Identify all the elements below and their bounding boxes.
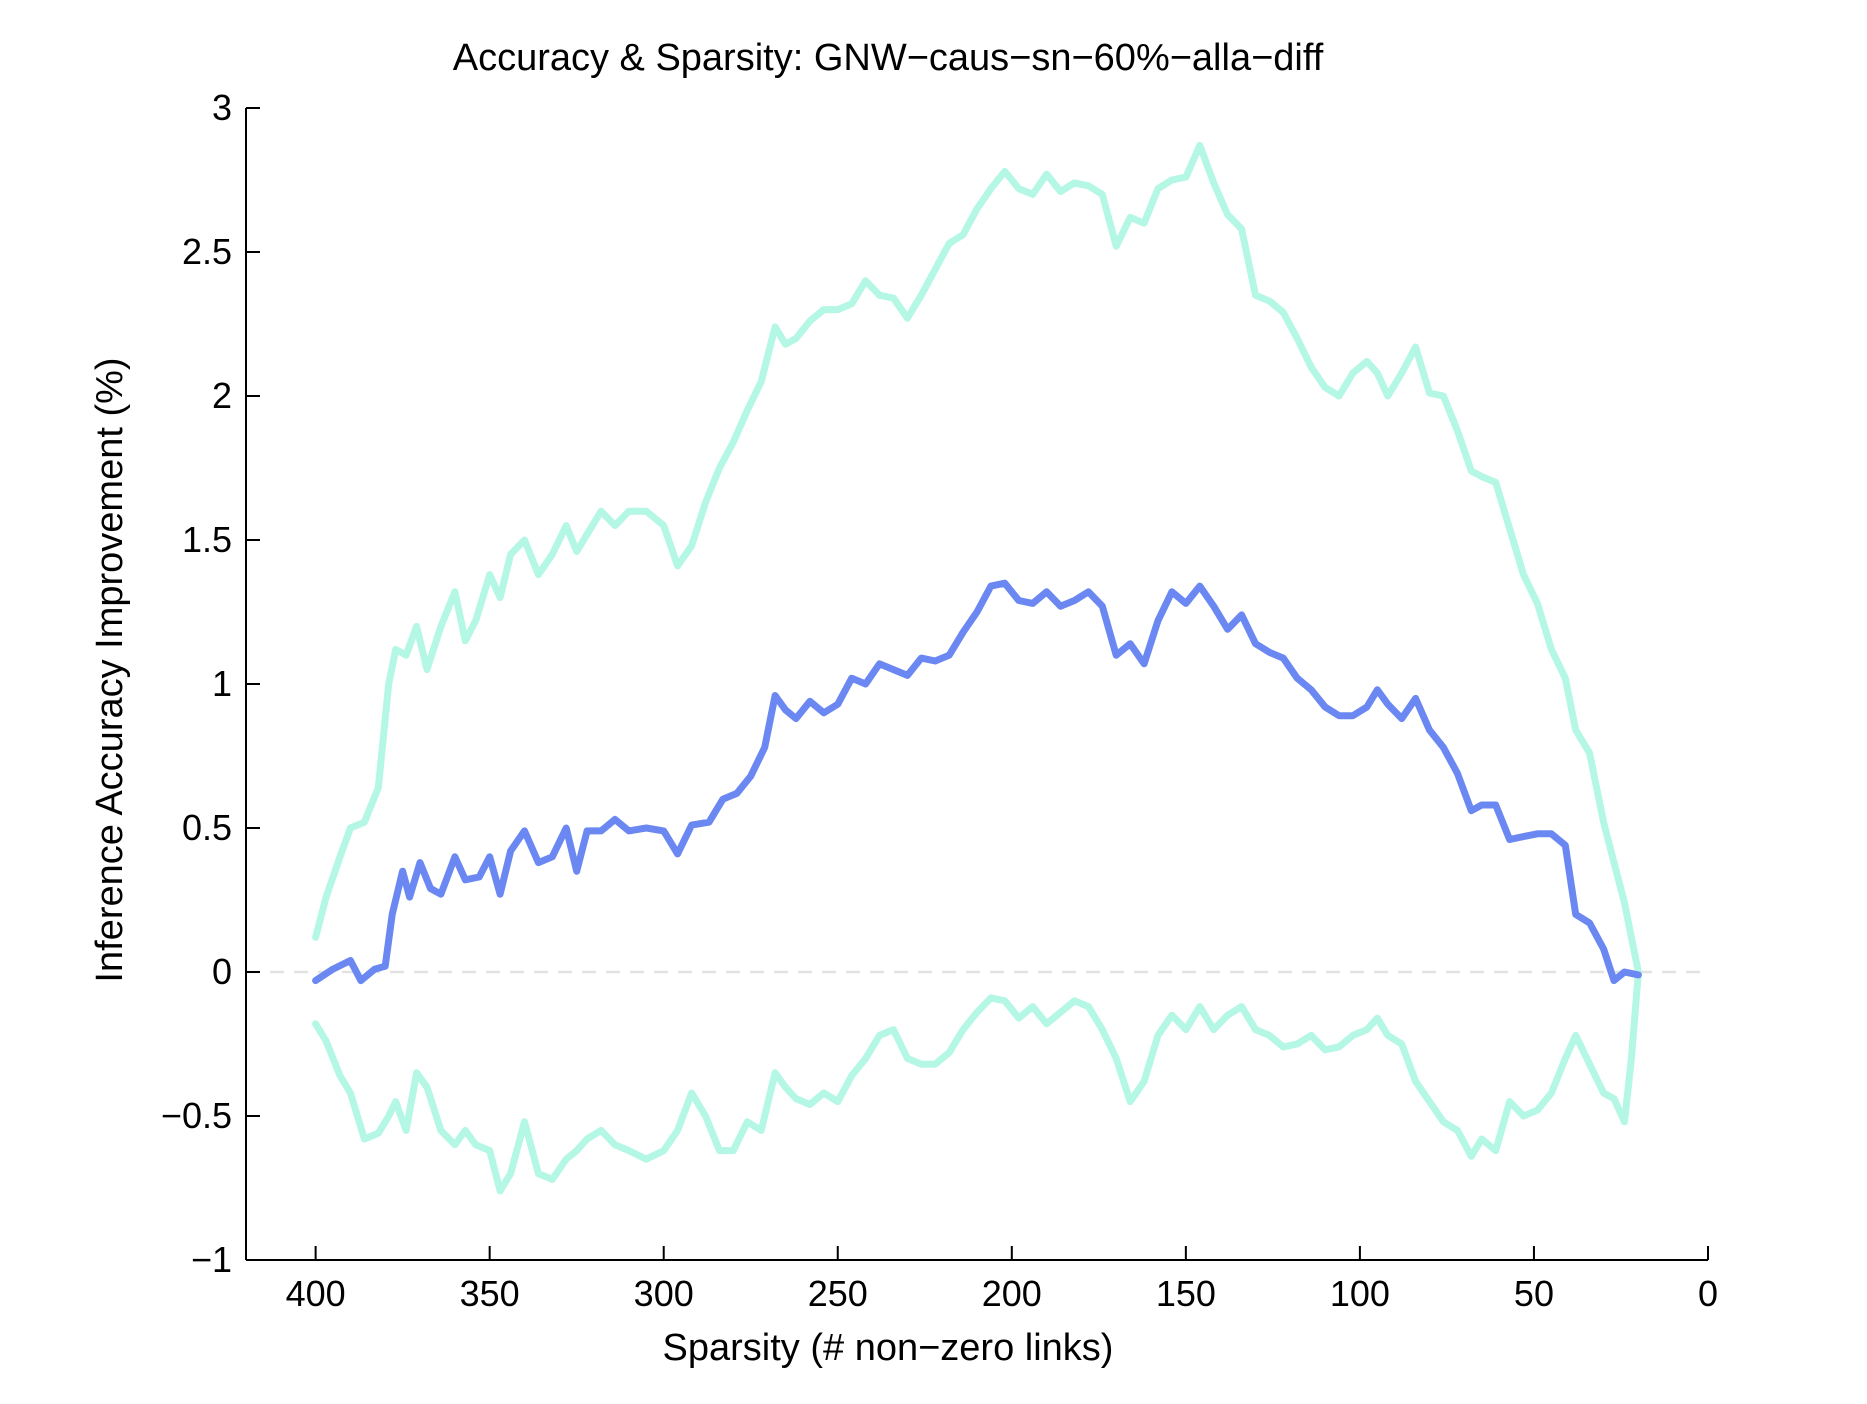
- x-tick-label: 150: [1156, 1273, 1216, 1314]
- x-axis-label: Sparsity (# non−zero links): [663, 1327, 1114, 1369]
- y-tick-label: 2: [212, 375, 232, 416]
- y-tick-label: −0.5: [161, 1095, 232, 1136]
- y-tick-label: −1: [191, 1239, 232, 1280]
- x-tick-label: 250: [808, 1273, 868, 1314]
- y-tick-label: 0.5: [182, 807, 232, 848]
- chart-title: Accuracy & Sparsity: GNW−caus−sn−60%−all…: [453, 37, 1324, 79]
- x-tick-label: 350: [460, 1273, 520, 1314]
- x-tick-label: 200: [982, 1273, 1042, 1314]
- y-tick-label: 2.5: [182, 231, 232, 272]
- y-tick-label: 1: [212, 663, 232, 704]
- x-tick-label: 50: [1514, 1273, 1554, 1314]
- y-tick-label: 1.5: [182, 519, 232, 560]
- x-tick-label: 300: [634, 1273, 694, 1314]
- x-axis-ticks: 400 350 300 250 200 150 100 50 0: [286, 1246, 1718, 1314]
- x-tick-label: 400: [286, 1273, 346, 1314]
- series-line-mean: [312, 579, 1642, 985]
- series-group: [312, 141, 1642, 1195]
- y-tick-label: 0: [212, 951, 232, 992]
- series-line-upper-band: [312, 141, 1642, 976]
- y-axis-label: Inference Accuracy Improvement (%): [89, 357, 131, 982]
- x-tick-label: 0: [1698, 1273, 1718, 1314]
- y-tick-label: 3: [212, 87, 232, 128]
- y-axis-ticks: 3 2.5 2 1.5 1 0.5 0 −0.5 −1: [161, 87, 260, 1280]
- series-line-lower-band: [312, 968, 1642, 1195]
- x-tick-label: 100: [1330, 1273, 1390, 1314]
